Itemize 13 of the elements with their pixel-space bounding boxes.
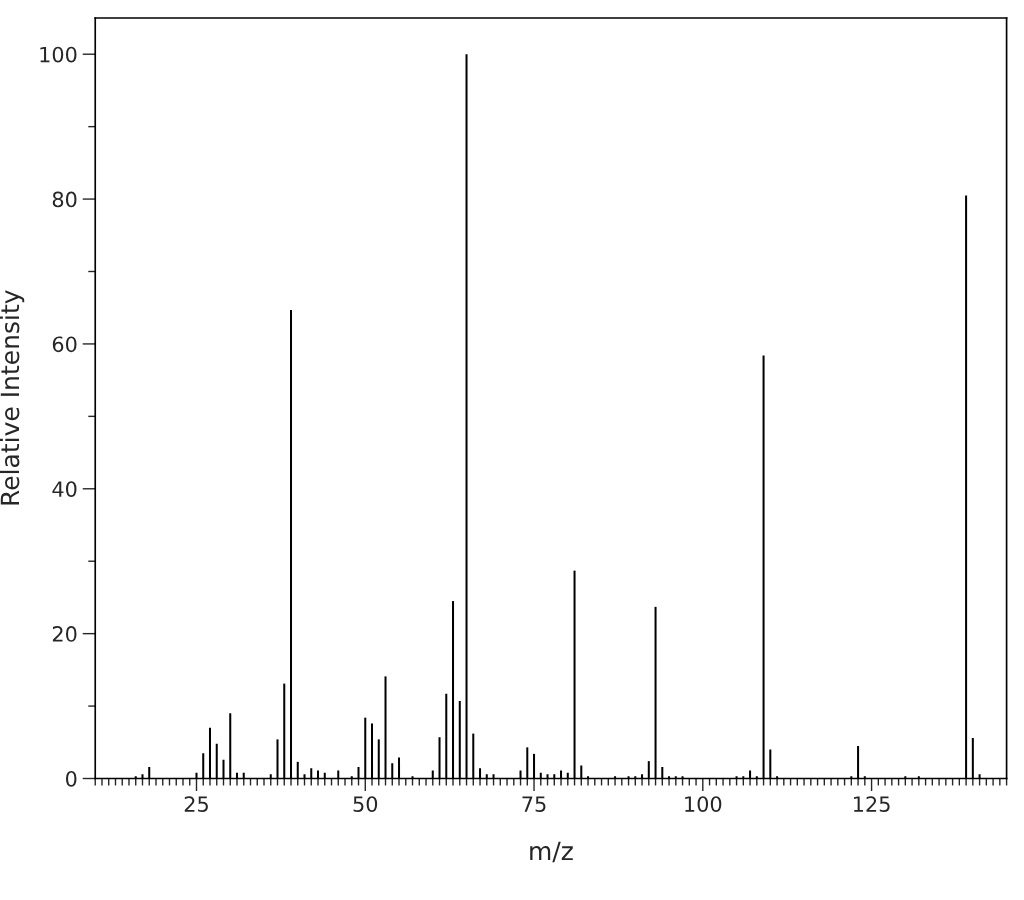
y-tick-label: 60 — [52, 336, 77, 353]
x-tick-label: 75 — [522, 796, 546, 812]
y-tick-label: 0 — [65, 770, 77, 787]
x-tick-label: 125 — [853, 796, 890, 812]
x-tick-label: 50 — [353, 796, 378, 812]
x-tick-label: 25 — [184, 796, 208, 812]
y-tick-label: 80 — [52, 191, 77, 208]
y-tick-label: 20 — [52, 626, 77, 642]
y-tick-label: 40 — [52, 481, 77, 497]
y-tick-label: 100 — [40, 46, 77, 63]
x-axis-title: m/z — [530, 841, 573, 863]
x-tick-label: 100 — [685, 796, 722, 812]
y-axis-title: Relative Intensity — [0, 290, 25, 505]
